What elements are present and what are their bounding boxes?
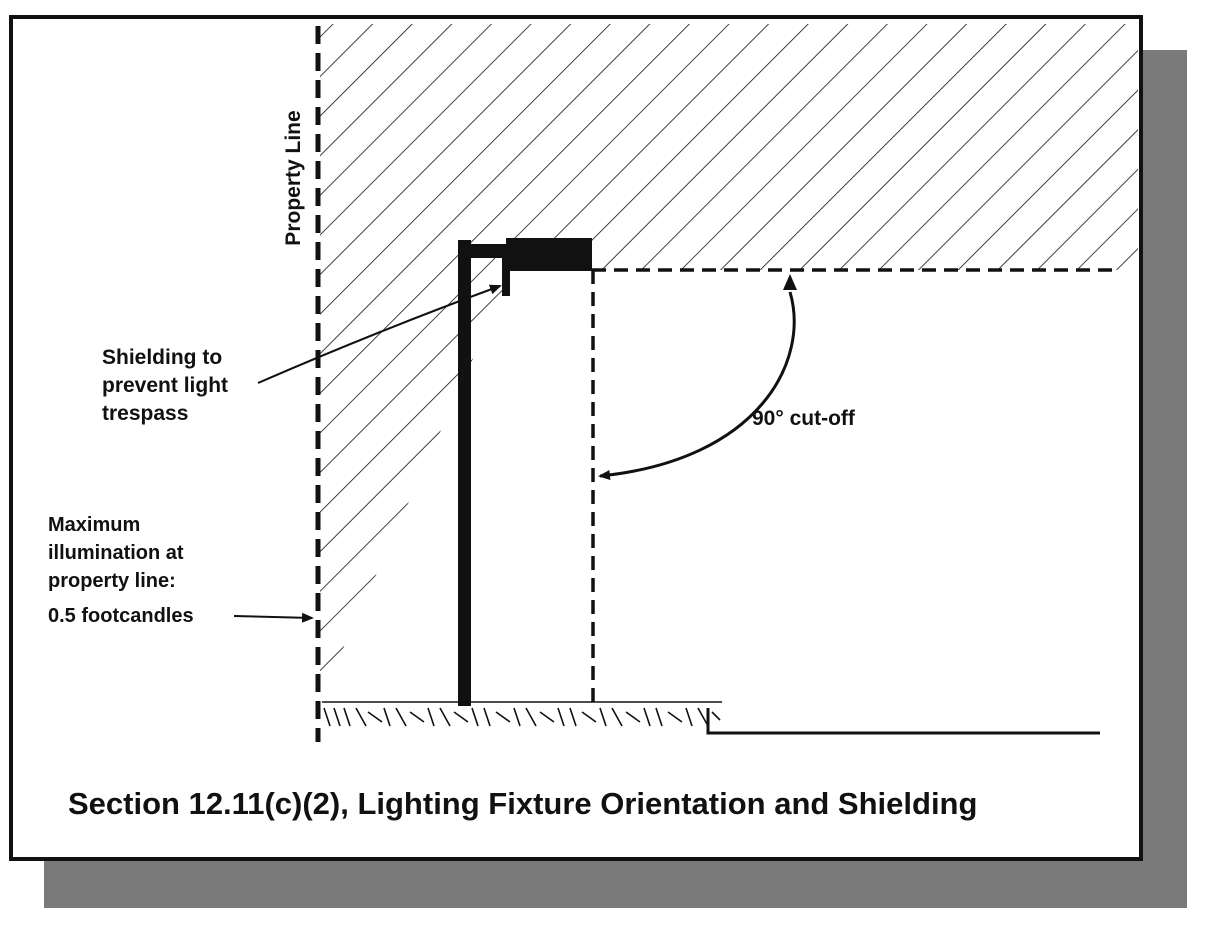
shielding-arrow	[257, 284, 502, 384]
pole-arm	[458, 244, 514, 258]
max-illumination-label: Maximum illumination at property line: 0…	[48, 514, 194, 627]
figure-caption: Section 12.11(c)(2), Lighting Fixture Or…	[68, 786, 977, 821]
max-illumination-line-4: 0.5 footcandles	[48, 605, 194, 627]
cutoff-arc-arrow	[598, 291, 796, 480]
hatched-region	[320, 24, 1138, 700]
cutoff-arc-arrowhead-top	[783, 274, 797, 290]
max-illumination-line-3: property line:	[48, 570, 176, 592]
shielding-label-line-3: trespass	[102, 402, 188, 425]
fixture-shield	[502, 258, 510, 296]
cutoff-label: 90° cut-off	[752, 407, 856, 430]
ground-hatching	[322, 701, 722, 727]
light-pole	[458, 240, 471, 706]
shielding-label: Shielding to prevent light trespass	[102, 346, 228, 425]
max-illumination-line-2: illumination at	[48, 542, 184, 564]
shielding-label-line-2: prevent light	[102, 374, 228, 397]
ground-line	[706, 708, 1100, 735]
property-line-label: Property Line	[282, 110, 305, 245]
max-illumination-line-1: Maximum	[48, 514, 140, 536]
illumination-arrow	[233, 612, 314, 623]
light-fixture	[506, 238, 592, 271]
shielding-label-line-1: Shielding to	[102, 346, 222, 369]
